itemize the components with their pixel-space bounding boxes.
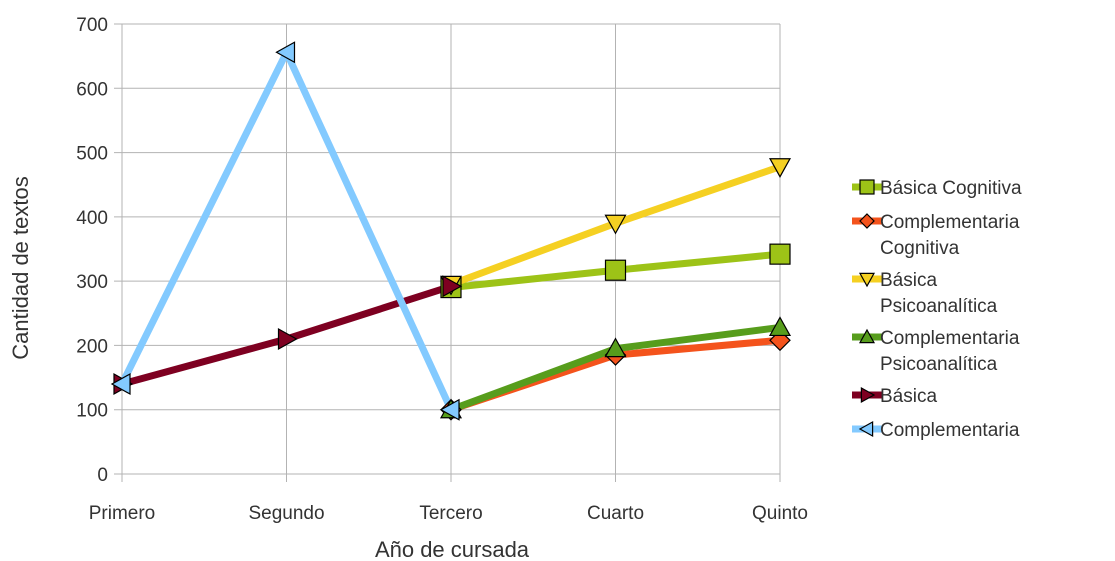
legend-marker — [858, 272, 876, 288]
legend-label: Complementaria — [880, 420, 1020, 441]
legend-item: Básica Cognitiva — [852, 178, 1022, 199]
y-tick-label: 100 — [76, 401, 108, 422]
data-point-0 — [604, 259, 627, 281]
legend-label-line: Psicoanalítica — [880, 354, 998, 375]
data-point-3 — [768, 316, 792, 337]
legend-item: Complementaria — [852, 420, 1020, 441]
legend-marker — [859, 213, 875, 229]
x-tick-label: Primero — [89, 503, 156, 524]
x-axis-ticks: Primero Segundo Tercero Cuarto Quinto — [89, 503, 808, 524]
data-point-4 — [442, 275, 463, 298]
legend-item: Básica Psicoanalítica — [852, 270, 998, 317]
series-markers — [110, 41, 792, 421]
y-axis-ticks: 0 100 200 300 400 500 600 700 — [76, 15, 108, 486]
y-tick-label: 300 — [76, 272, 108, 293]
data-point-4 — [277, 327, 298, 351]
legend-item: Básica — [852, 386, 937, 407]
data-point-5 — [439, 398, 460, 421]
legend-label: Básica — [880, 386, 937, 407]
data-point-0 — [769, 243, 791, 265]
legend: Básica Cognitiva Complementaria Cognitiva B… — [852, 178, 1022, 441]
legend-marker — [859, 179, 875, 195]
x-axis-title: Año de cursada — [375, 537, 530, 561]
y-tick-label: 700 — [76, 15, 108, 36]
x-tick-label: Quinto — [752, 503, 808, 524]
legend-label-line: Psicoanalítica — [880, 296, 998, 317]
legend-label-line: Complementaria — [880, 328, 1020, 349]
data-point-2 — [604, 214, 627, 235]
y-tick-label: 600 — [76, 79, 108, 100]
legend-label-line: Cognitiva — [880, 238, 960, 259]
legend-item: Complementaria Cognitiva — [852, 212, 1020, 259]
legend-marker — [858, 420, 874, 438]
legend-marker — [860, 386, 876, 404]
y-tick-label: 500 — [76, 144, 108, 165]
legend-item: Complementaria Psicoanalítica — [852, 328, 1020, 375]
y-axis-title: Cantidad de textos — [8, 176, 33, 359]
data-point-3 — [604, 337, 627, 358]
legend-label: Básica Psicoanalítica — [880, 270, 998, 317]
y-tick-label: 400 — [76, 208, 108, 229]
legend-label: Complementaria Psicoanalítica — [880, 328, 1020, 375]
x-tick-label: Cuarto — [587, 503, 644, 524]
legend-label-line: Básica — [880, 270, 937, 291]
data-point-2 — [768, 158, 792, 178]
legend-marker — [858, 328, 876, 344]
x-tick-label: Segundo — [248, 503, 324, 524]
x-tick-label: Tercero — [419, 503, 482, 524]
y-tick-label: 200 — [76, 336, 108, 357]
legend-label: Básica Cognitiva — [880, 178, 1022, 199]
legend-label-line: Complementaria — [880, 212, 1020, 233]
legend-label: Complementaria Cognitiva — [880, 212, 1020, 259]
data-point-5 — [110, 372, 131, 396]
data-point-5 — [275, 41, 296, 64]
y-tick-label: 0 — [97, 465, 108, 486]
